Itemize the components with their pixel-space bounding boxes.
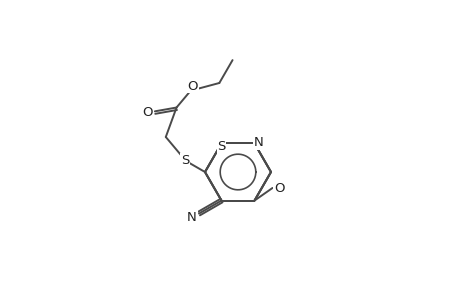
- Text: O: O: [274, 182, 284, 195]
- Text: N: N: [253, 136, 263, 149]
- Text: N: N: [187, 211, 196, 224]
- Text: O: O: [187, 80, 197, 93]
- Text: O: O: [142, 106, 153, 119]
- Text: S: S: [180, 154, 189, 167]
- Text: S: S: [217, 140, 225, 153]
